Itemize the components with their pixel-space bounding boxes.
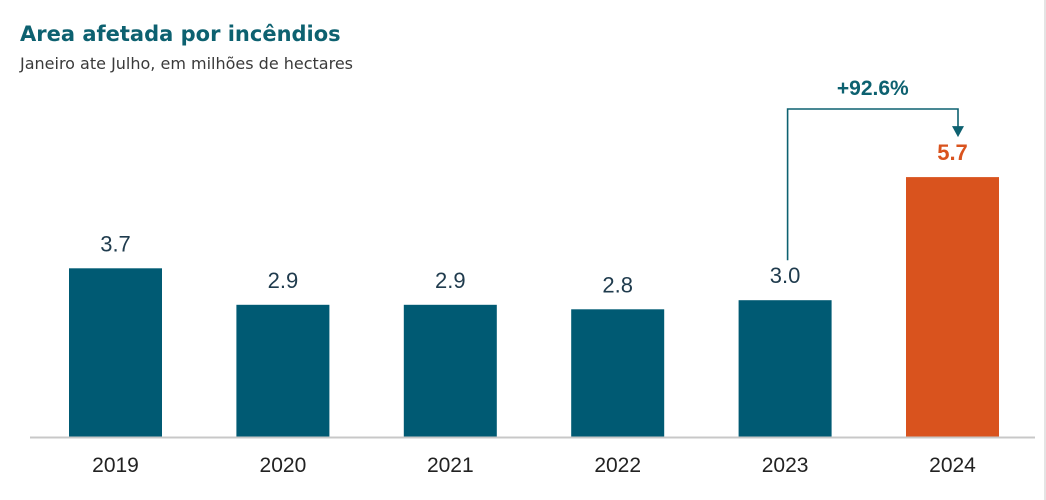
change-connector-line: [786, 108, 959, 261]
value-label-2024: 5.7: [937, 140, 968, 165]
x-tick-label-2020: 2020: [260, 454, 307, 477]
bar-2020: [236, 304, 330, 437]
chart-subtitle: Janeiro ate Julho, em milhões de hectare…: [20, 54, 354, 73]
x-tick-label-2022: 2022: [594, 454, 641, 477]
bar-2023: [738, 300, 832, 437]
bar-2024: [906, 177, 999, 437]
value-labels-group: 3.7 2.9 2.9 2.8 3.0 5.7: [100, 140, 968, 297]
bars-group: [69, 177, 999, 437]
value-label-2020: 2.9: [268, 268, 299, 293]
change-percent-label: +92.6%: [837, 77, 909, 100]
value-label-2023: 3.0: [770, 263, 801, 288]
x-tick-labels-group: 2019 2020 2021 2022 2023 2024: [92, 454, 976, 477]
value-label-2019: 3.7: [100, 231, 131, 256]
change-annotation-group: +92.6%: [786, 77, 964, 261]
bar-2019: [69, 268, 162, 437]
x-tick-label-2024: 2024: [929, 454, 976, 477]
bar-2021: [403, 304, 497, 437]
x-tick-label-2021: 2021: [427, 454, 474, 477]
bar-2022: [571, 309, 665, 437]
chart-title: Area afetada por incêndios: [20, 22, 341, 46]
x-tick-label-2019: 2019: [92, 454, 139, 477]
x-tick-label-2023: 2023: [762, 454, 809, 477]
value-label-2022: 2.8: [602, 272, 633, 297]
value-label-2021: 2.9: [435, 268, 466, 293]
change-arrow-head: [952, 126, 964, 138]
